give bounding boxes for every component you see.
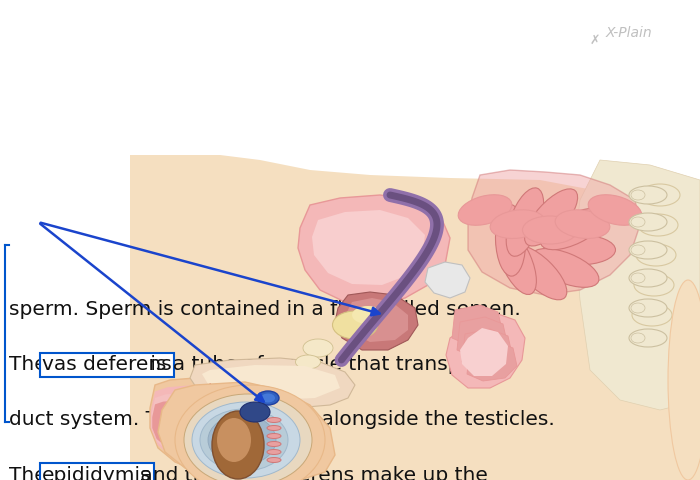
Ellipse shape (352, 306, 384, 324)
Polygon shape (190, 358, 355, 408)
Ellipse shape (267, 449, 281, 455)
Polygon shape (446, 314, 525, 388)
Ellipse shape (540, 208, 607, 250)
Polygon shape (335, 292, 418, 350)
Polygon shape (151, 393, 253, 461)
Ellipse shape (634, 274, 674, 296)
Ellipse shape (555, 210, 610, 239)
Ellipse shape (631, 273, 645, 283)
Polygon shape (452, 305, 502, 345)
Polygon shape (130, 155, 700, 480)
Polygon shape (153, 400, 232, 454)
Ellipse shape (184, 394, 312, 480)
Ellipse shape (629, 329, 667, 347)
Ellipse shape (543, 235, 615, 265)
Text: is a tube of muscle that transports: is a tube of muscle that transports (144, 355, 500, 374)
Polygon shape (462, 329, 512, 369)
Ellipse shape (212, 411, 264, 479)
Ellipse shape (240, 402, 270, 422)
Polygon shape (457, 317, 507, 357)
Ellipse shape (638, 214, 678, 236)
Polygon shape (158, 382, 335, 480)
Ellipse shape (631, 303, 645, 313)
Ellipse shape (295, 355, 321, 369)
Ellipse shape (303, 339, 333, 357)
Polygon shape (312, 210, 425, 285)
Polygon shape (150, 385, 274, 468)
Ellipse shape (458, 195, 512, 225)
Ellipse shape (200, 409, 288, 471)
Ellipse shape (629, 241, 667, 259)
Ellipse shape (636, 244, 676, 266)
Polygon shape (460, 328, 508, 376)
Ellipse shape (257, 391, 279, 405)
Polygon shape (150, 378, 295, 475)
Ellipse shape (522, 216, 578, 244)
Ellipse shape (496, 228, 536, 295)
Ellipse shape (629, 186, 667, 204)
Ellipse shape (524, 189, 577, 246)
Polygon shape (575, 160, 700, 410)
Text: The: The (9, 466, 53, 480)
Ellipse shape (588, 195, 642, 225)
Polygon shape (425, 262, 470, 298)
Ellipse shape (668, 280, 700, 480)
Ellipse shape (629, 269, 667, 287)
Ellipse shape (267, 433, 281, 439)
Ellipse shape (267, 425, 281, 431)
Ellipse shape (332, 311, 377, 339)
Ellipse shape (217, 418, 251, 462)
Polygon shape (468, 170, 640, 295)
Text: X-Plain: X-Plain (606, 26, 652, 40)
Ellipse shape (506, 188, 544, 256)
Ellipse shape (192, 402, 300, 478)
Ellipse shape (631, 333, 645, 343)
Ellipse shape (267, 418, 281, 422)
Polygon shape (344, 298, 408, 342)
Ellipse shape (631, 190, 645, 200)
Polygon shape (467, 341, 517, 381)
Ellipse shape (640, 184, 680, 206)
Polygon shape (202, 365, 340, 400)
Ellipse shape (629, 299, 667, 317)
Ellipse shape (629, 213, 667, 231)
Text: duct system. They are located alongside the testicles.: duct system. They are located alongside … (9, 410, 555, 430)
Ellipse shape (531, 249, 599, 288)
Text: ✗: ✗ (589, 34, 600, 47)
Polygon shape (298, 195, 450, 305)
Text: epididymis: epididymis (42, 466, 151, 480)
Text: and the vas deferens make up the: and the vas deferens make up the (134, 466, 489, 480)
Ellipse shape (490, 210, 545, 239)
Ellipse shape (175, 385, 325, 480)
Ellipse shape (267, 457, 281, 463)
Ellipse shape (631, 245, 645, 255)
Text: vas deferens: vas deferens (42, 355, 172, 374)
Ellipse shape (267, 442, 281, 446)
Ellipse shape (631, 217, 645, 227)
Ellipse shape (261, 394, 275, 403)
Ellipse shape (208, 415, 276, 465)
Ellipse shape (496, 204, 526, 276)
Text: sperm. Sperm is contained in a fluid called semen.: sperm. Sperm is contained in a fluid cal… (9, 300, 521, 319)
Text: The: The (9, 355, 53, 374)
Ellipse shape (632, 304, 672, 326)
Ellipse shape (511, 245, 567, 300)
